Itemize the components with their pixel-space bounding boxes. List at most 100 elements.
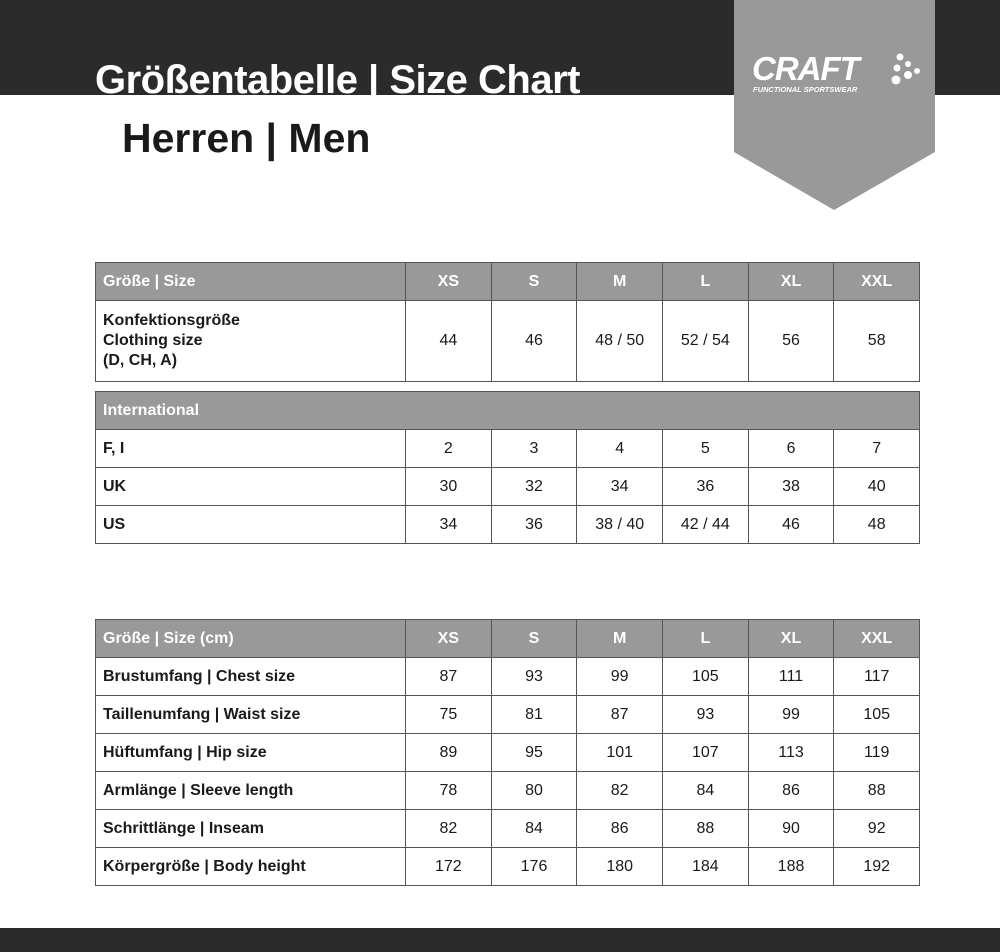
page-title: Größentabelle | Size Chart [95, 58, 580, 95]
cell: 90 [749, 810, 835, 847]
cell: 36 [663, 468, 749, 505]
craft-logo [734, 0, 935, 210]
cell: 88 [663, 810, 749, 847]
cell: 87 [406, 658, 492, 695]
row-label: Größe | Size (cm) [96, 620, 406, 657]
cell: 34 [577, 468, 664, 505]
cell: 84 [663, 772, 749, 809]
page-subtitle: Herren | Men [122, 115, 371, 161]
row-label: Brustumfang | Chest size [96, 658, 406, 695]
cell: 93 [663, 696, 749, 733]
cell: 58 [867, 332, 886, 349]
table-row: Taillenumfang | Waist size 75 81 87 93 99 105 [95, 695, 920, 734]
cell: M [577, 263, 664, 300]
cell: 188 [749, 848, 835, 885]
cell: 117 [863, 667, 890, 685]
cell: 48 / 50 [577, 301, 664, 381]
cell: 82 [406, 810, 492, 847]
cell: L [663, 263, 749, 300]
cell: 2 [406, 430, 492, 467]
cell: 87 [577, 696, 664, 733]
row-label: Größe | Size [96, 263, 406, 300]
row-label: UK [96, 468, 406, 505]
cell: 48 [867, 515, 886, 533]
cell: 38 / 40 [577, 506, 664, 543]
cell: 93 [492, 658, 578, 695]
row-label: US [96, 506, 406, 543]
cell: XS [406, 620, 492, 657]
cell: L [663, 620, 749, 657]
cell: 99 [749, 696, 835, 733]
cell: 82 [577, 772, 664, 809]
table-row: US 34 36 38 / 40 42 / 44 46 48 [95, 505, 920, 544]
cell: 44 [406, 301, 492, 381]
cell: 36 [492, 506, 578, 543]
cell: 119 [863, 743, 890, 761]
cell: S [492, 620, 578, 657]
cell: 78 [406, 772, 492, 809]
table-row: Hüftumfang | Hip size 89 95 101 107 113 119 [95, 733, 920, 772]
logo-tagline: FUNCTIONAL SPORTSWEAR [753, 85, 858, 94]
cell: 4 [577, 430, 664, 467]
cell: XXL [861, 629, 893, 647]
cell: 80 [492, 772, 578, 809]
row-label: Armlänge | Sleeve length [96, 772, 406, 809]
cell: 84 [492, 810, 578, 847]
cell: 81 [492, 696, 578, 733]
cell: S [492, 263, 578, 300]
cell: 75 [406, 696, 492, 733]
table-row: UK 30 32 34 36 38 40 [95, 467, 920, 506]
cell: 6 [749, 430, 835, 467]
cell: XXL [861, 272, 893, 290]
cell: 180 [577, 848, 664, 885]
cell: 5 [663, 430, 749, 467]
cell: 7 [872, 439, 882, 457]
row-label: F, I [96, 430, 406, 467]
row-label: Konfektionsgröße Clothing size (D, CH, A… [96, 301, 406, 381]
section-label: International [103, 401, 200, 419]
cell: 86 [749, 772, 835, 809]
cell: 46 [749, 506, 835, 543]
cell: 95 [492, 734, 578, 771]
table-row: Brustumfang | Chest size 87 93 99 105 111 117 [95, 657, 920, 696]
row-label: Körpergröße | Body height [96, 848, 406, 885]
cell: 86 [577, 810, 664, 847]
row-label: Schrittlänge | Inseam [96, 810, 406, 847]
dots-icon [891, 53, 920, 85]
cell: XL [749, 263, 835, 300]
section-header: International [95, 391, 920, 430]
cell: 192 [863, 857, 891, 875]
cell: 92 [867, 819, 886, 837]
cell: 105 [863, 705, 891, 723]
row-label: Taillenumfang | Waist size [96, 696, 406, 733]
cell: 111 [749, 658, 835, 695]
cell: 32 [492, 468, 578, 505]
cell: XL [749, 620, 835, 657]
cell: 99 [577, 658, 664, 695]
table-row: Schrittlänge | Inseam 82 84 86 88 90 92 [95, 809, 920, 848]
cell: 52 / 54 [663, 301, 749, 381]
cell: 42 / 44 [663, 506, 749, 543]
cell: 176 [492, 848, 578, 885]
cell: M [577, 620, 664, 657]
cell: 38 [749, 468, 835, 505]
cell: 30 [406, 468, 492, 505]
cell: 46 [492, 301, 578, 381]
cell: XS [406, 263, 492, 300]
cell: 3 [492, 430, 578, 467]
logo-brand: CRAFT [752, 50, 860, 87]
cell: 101 [577, 734, 664, 771]
header-row: Größe | Size (cm) XS S M L XL XXL [95, 619, 920, 658]
cell: 107 [663, 734, 749, 771]
header-row: Größe | Size XS S M L XL XXL [95, 262, 920, 301]
bottom-band [0, 928, 1000, 952]
table-row: Konfektionsgröße Clothing size (D, CH, A… [95, 300, 920, 382]
cell: 40 [867, 477, 886, 495]
cell: 184 [663, 848, 749, 885]
cell: 105 [663, 658, 749, 695]
cell: 89 [406, 734, 492, 771]
table-row: Körpergröße | Body height 172 176 180 184 188… [95, 847, 920, 886]
row-label: Hüftumfang | Hip size [96, 734, 406, 771]
cell: 56 [749, 301, 835, 381]
